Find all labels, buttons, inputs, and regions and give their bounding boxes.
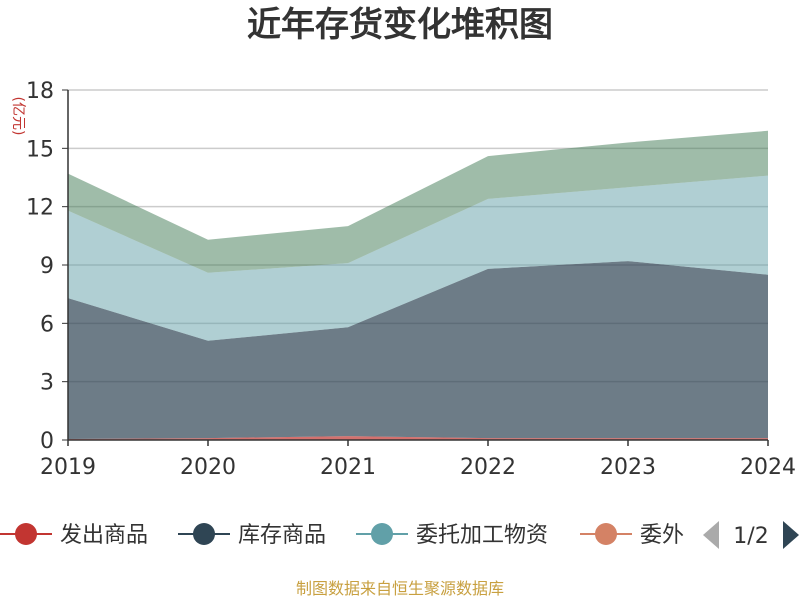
legend-item[interactable]: 发出商品	[0, 523, 148, 548]
chart-title: 近年存货变化堆积图	[247, 5, 553, 45]
legend-label: 库存商品	[238, 523, 326, 548]
area-series-3	[68, 130, 768, 273]
legend-item[interactable]: 库存商品	[178, 523, 326, 548]
y-tick-label: 6	[40, 312, 54, 337]
legend-label: 发出商品	[60, 523, 148, 548]
legend-prev-page-button[interactable]	[703, 521, 719, 549]
y-axis-unit-label: (亿元)	[10, 97, 26, 136]
x-tick-label: 2019	[40, 455, 96, 480]
x-tick-label: 2020	[180, 455, 236, 480]
y-tick-label: 12	[26, 196, 54, 221]
legend-pager: 1/2	[703, 521, 799, 549]
data-source-note: 制图数据来自恒生聚源数据库	[296, 579, 504, 598]
area-series-0	[68, 436, 768, 440]
axes: 0 3 6 9 12 15 18 2019 2020 2021 2022 2023 2024	[26, 79, 796, 480]
legend-marker	[15, 523, 37, 545]
x-tick-label: 2022	[460, 455, 516, 480]
x-tick-label: 2024	[740, 455, 796, 480]
x-tick-label: 2021	[320, 455, 376, 480]
legend-page-indicator: 1/2	[733, 524, 768, 549]
legend-item[interactable]: 委外	[580, 523, 684, 548]
legend-marker	[595, 523, 617, 545]
legend-label: 委托加工物资	[416, 523, 548, 548]
area-series-2	[68, 175, 768, 341]
y-tick-label: 0	[40, 429, 54, 454]
y-tick-label: 18	[26, 79, 54, 104]
area-series-1	[68, 261, 768, 439]
legend-next-page-button[interactable]	[783, 521, 799, 549]
x-tick-label: 2023	[600, 455, 656, 480]
legend-label: 委外	[640, 523, 684, 548]
y-tick-label: 9	[40, 254, 54, 279]
legend: 发出商品 库存商品 委托加工物资 委外	[0, 523, 684, 548]
legend-item[interactable]: 委托加工物资	[356, 523, 548, 548]
y-tick-label: 15	[26, 137, 54, 162]
legend-marker	[193, 523, 215, 545]
area-series	[68, 130, 768, 440]
y-tick-label: 3	[40, 371, 54, 396]
legend-marker	[371, 523, 393, 545]
